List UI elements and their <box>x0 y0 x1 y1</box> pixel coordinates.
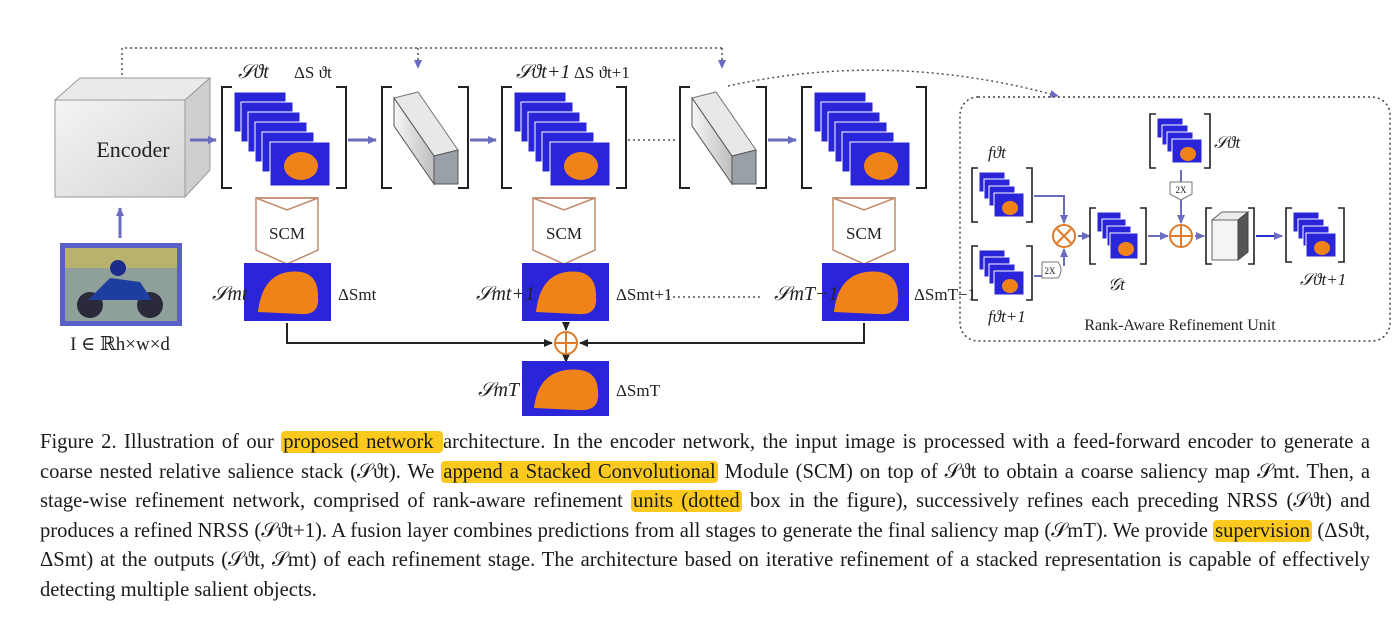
add-icon <box>1169 224 1193 248</box>
caption-part-1: Figure 2. Illustration of our <box>40 431 282 453</box>
ru-stack-out <box>1285 207 1345 263</box>
highlight-supervision: supervision <box>1213 519 1313 542</box>
dm-T-label: ΔSmT <box>616 381 661 400</box>
ru-arrows <box>1034 170 1205 277</box>
architecture-diagram: Encoder I ∈ ℝh×w×d 𝒮ϑt ΔS ϑt <box>53 47 1391 416</box>
dm-T1-label: ΔSmT−1 <box>914 285 976 304</box>
stack-t-label: 𝒮ϑt <box>238 61 269 83</box>
highlight-stacked-convolutional: append a Stacked Convolutional <box>441 460 718 483</box>
nrss-stack-t1 <box>501 86 627 189</box>
input-label: I ∈ ℝh×w×d <box>70 334 170 355</box>
ru-g-label: 𝒢t <box>1108 275 1126 294</box>
upsample-2x-lower: 2X <box>1041 261 1062 279</box>
conv-block-2 <box>679 86 767 189</box>
scm-label-2: SCM <box>546 224 582 243</box>
scm-label-3: SCM <box>846 224 882 243</box>
fusion-lines <box>286 322 865 363</box>
highlight-proposed-network: proposed network <box>281 431 444 453</box>
sm-T-label: 𝒮mT <box>478 379 521 401</box>
upsample-2x-upper: 2X <box>1169 181 1193 201</box>
svg-text:2X: 2X <box>1045 266 1057 276</box>
encoder-label: Encoder <box>96 137 170 162</box>
scm-label-1: SCM <box>269 224 305 243</box>
ru-stack-f-t <box>971 167 1033 223</box>
ru-f-t-label: fϑt <box>988 143 1007 162</box>
nrss-stack-T <box>801 86 927 189</box>
saliency-map-t <box>244 263 331 321</box>
caption-part-5: (ΔSϑt, ΔSmt) at the outputs (𝒮ϑt, 𝒮mt) o… <box>40 519 1370 601</box>
input-image <box>60 243 182 326</box>
sm-t1-label: 𝒮mt+1 <box>476 283 535 305</box>
dotted-skip-connection <box>121 47 726 80</box>
scm-module-1: SCM <box>255 197 319 265</box>
nrss-stack-t <box>221 86 347 189</box>
ru-stack-g <box>1089 207 1147 265</box>
fusion-sum-icon <box>554 331 578 355</box>
scm-module-2: SCM <box>532 197 596 265</box>
stack-t1-label: 𝒮ϑt+1 <box>516 61 570 83</box>
ru-title: Rank-Aware Refinement Unit <box>1084 317 1276 334</box>
dm-t1-label: ΔSmt+1 <box>616 285 672 304</box>
saliency-map-T1 <box>822 263 909 321</box>
svg-text:2X: 2X <box>1176 185 1188 195</box>
saliency-map-T <box>522 361 609 416</box>
sm-t-label: 𝒮mt <box>212 283 248 305</box>
scm-module-3: SCM <box>832 197 896 265</box>
multiply-icon <box>1052 224 1076 248</box>
caption-part-3: Module (SCM) on top of 𝒮ϑt to obtain a c… <box>40 460 1371 513</box>
ru-stack-top <box>1149 113 1211 169</box>
ru-f-t1-label: fϑt+1 <box>988 307 1026 326</box>
caption-part-2: architecture. In the encoder network, th… <box>40 431 1370 483</box>
stack-layers <box>233 91 331 187</box>
caption-part-4: box in the figure), successively refines… <box>40 490 1370 542</box>
refinement-unit-box <box>959 96 1391 342</box>
ru-s-t1-label: 𝒮ϑt+1 <box>1300 270 1346 289</box>
ru-s-t-label: 𝒮ϑt <box>1214 133 1242 152</box>
stack-t1-delta: ΔS ϑt+1 <box>574 63 630 82</box>
saliency-map-t1 <box>522 263 609 321</box>
highlight-units-dotted: units (dotted <box>631 490 742 512</box>
ru-stack-f-t1 <box>971 245 1033 301</box>
dm-t-label: ΔSmt <box>338 285 377 304</box>
dotted-ru-link <box>727 69 1059 98</box>
ru-conv-block <box>1205 207 1255 265</box>
encoder-block: Encoder <box>53 76 212 199</box>
stack-t-delta: ΔS ϑt <box>294 63 332 82</box>
figure-caption: Figure 2. Illustration of our proposed n… <box>40 428 1370 605</box>
sm-T1-label: 𝒮mT−1 <box>774 283 839 305</box>
conv-block-1 <box>381 86 469 189</box>
